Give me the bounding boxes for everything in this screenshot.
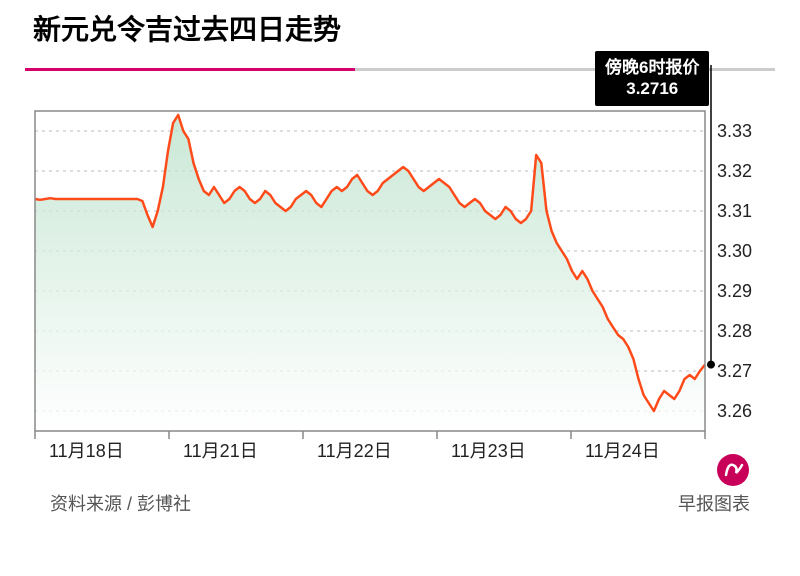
logo-icon	[716, 453, 750, 492]
callout-line1: 傍晚6时报价	[605, 57, 699, 78]
svg-text:3.29: 3.29	[717, 281, 752, 301]
svg-text:11月21日: 11月21日	[183, 441, 258, 461]
svg-text:3.27: 3.27	[717, 361, 752, 381]
svg-text:11月18日: 11月18日	[49, 441, 124, 461]
svg-text:3.33: 3.33	[717, 121, 752, 141]
svg-text:3.30: 3.30	[717, 241, 752, 261]
svg-text:11月24日: 11月24日	[585, 441, 660, 461]
callout-line2: 3.2716	[605, 78, 699, 99]
chart-svg: 11月18日 11月21日 11月22日 11月23日 11月24日 3.26 3.27 3…	[25, 61, 775, 481]
svg-text:3.26: 3.26	[717, 401, 752, 421]
credit-label: 早报图表	[678, 490, 750, 516]
svg-text:3.32: 3.32	[717, 161, 752, 181]
svg-text:11月22日: 11月22日	[317, 441, 392, 461]
svg-text:11月23日: 11月23日	[451, 441, 526, 461]
svg-text:3.28: 3.28	[717, 321, 752, 341]
chart-area: 11月18日 11月21日 11月22日 11月23日 11月24日 3.26 3.27 3…	[25, 61, 775, 481]
svg-text:3.31: 3.31	[717, 201, 752, 221]
price-callout: 傍晚6时报价 3.2716	[595, 51, 709, 106]
source-label: 资料来源 / 彭博社	[50, 490, 191, 516]
